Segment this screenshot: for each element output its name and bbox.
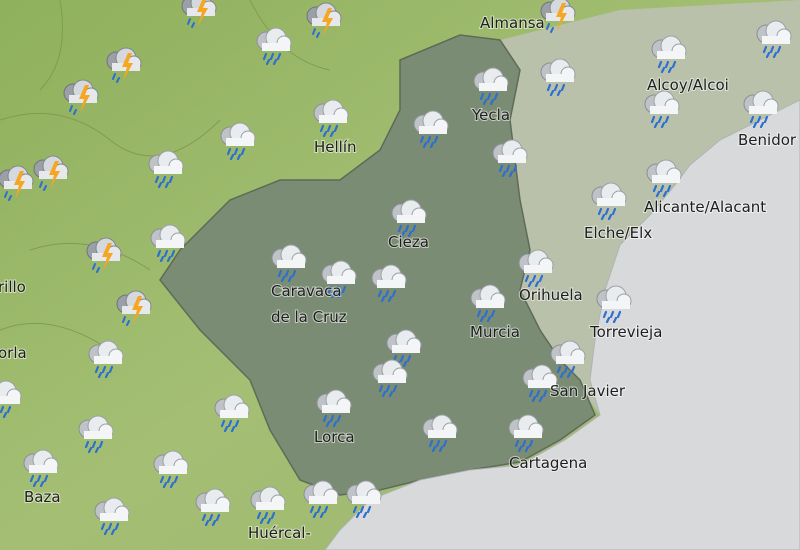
place-label: Torrevieja: [589, 323, 662, 341]
place-label: Benidor: [738, 131, 797, 149]
place-label: de la Cruz: [271, 308, 347, 326]
alicante-region: [500, 0, 800, 415]
place-label: Alicante/Alacant: [644, 198, 766, 216]
place-label: Orihuela: [519, 286, 583, 304]
sea: [324, 99, 800, 550]
place-label: Huércal-: [248, 524, 311, 542]
place-label: Alcoy/Alcoi: [647, 76, 729, 94]
place-label: orla: [0, 344, 27, 362]
place-label: Hellín: [314, 138, 357, 156]
place-label: Caravaca: [271, 282, 342, 300]
place-label: rillo: [0, 278, 26, 296]
place-label: Lorca: [314, 428, 355, 446]
place-label: Murcia: [470, 323, 520, 341]
place-labels: Almansa Alcoy/Alcoi Yecla Hellín Benidor…: [0, 13, 798, 543]
place-label: Elche/Elx: [584, 224, 652, 242]
place-label: Cieza: [388, 233, 429, 251]
place-label: Yecla: [471, 106, 510, 124]
place-label: Baza: [24, 488, 61, 506]
place-label: Cartagena: [509, 454, 587, 472]
place-label: San Javier: [550, 382, 626, 400]
place-label: Almansa: [480, 14, 545, 32]
